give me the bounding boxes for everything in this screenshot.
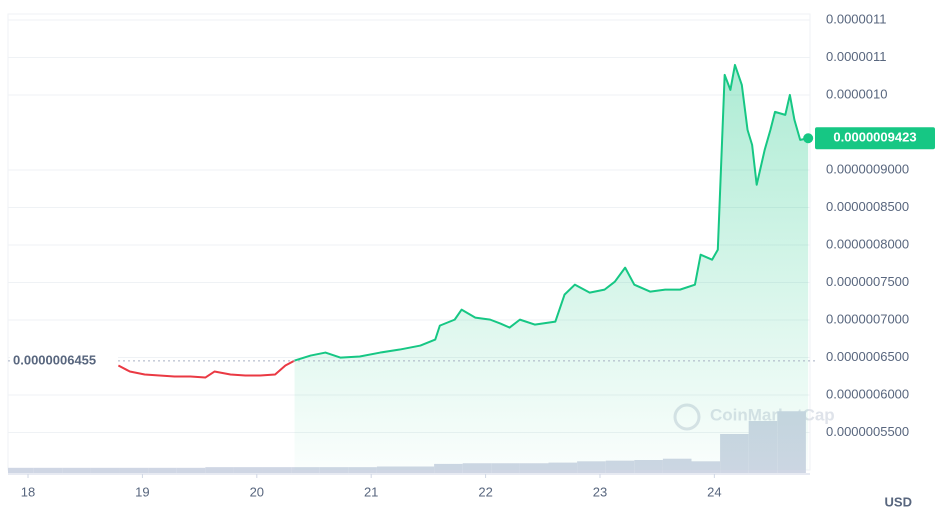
last-price-label: 0.0000009423 bbox=[833, 130, 916, 145]
x-tick-label: 18 bbox=[21, 484, 35, 499]
x-tick-label: 20 bbox=[250, 484, 264, 499]
reference-label-bg bbox=[10, 350, 118, 369]
x-tick-label: 22 bbox=[478, 484, 492, 499]
volume-bar bbox=[319, 467, 349, 473]
x-tick-label: 19 bbox=[135, 484, 149, 499]
volume-bar bbox=[90, 467, 120, 473]
price-line bbox=[294, 63, 809, 362]
volume-bar bbox=[348, 467, 377, 473]
price-line bbox=[117, 359, 296, 379]
x-tick-label: 21 bbox=[364, 484, 378, 499]
volume-bar bbox=[62, 467, 91, 473]
y-tick-label: 0.0000007500 bbox=[826, 274, 909, 289]
y-tick-label: 0.0000009000 bbox=[826, 161, 909, 176]
volume-bar bbox=[262, 467, 292, 473]
volume-bar bbox=[205, 467, 234, 473]
y-tick-label: 0.0000005500 bbox=[826, 424, 909, 439]
volume-bar bbox=[148, 467, 177, 473]
y-tick-label: 0.0000006500 bbox=[826, 349, 909, 364]
last-price-badge bbox=[815, 127, 935, 150]
volume-bar bbox=[176, 467, 206, 473]
y-tick-label: 0.0000007000 bbox=[826, 311, 909, 326]
y-tick-label: 0.0000011 bbox=[826, 49, 887, 64]
y-tick-label: 0.0000008500 bbox=[826, 199, 909, 214]
volume-bar bbox=[119, 467, 149, 473]
volume-bar bbox=[33, 467, 63, 473]
y-tick-label: 0.0000011 bbox=[826, 11, 887, 26]
y-tick-label: 0.0000006000 bbox=[826, 386, 909, 401]
reference-label: 0.0000006455 bbox=[13, 352, 96, 367]
volume-bar bbox=[291, 467, 320, 473]
currency-label: USD bbox=[885, 494, 912, 509]
x-tick-label: 24 bbox=[707, 484, 721, 499]
x-tick-label: 23 bbox=[593, 484, 607, 499]
price-area bbox=[294, 64, 809, 471]
y-tick-label: 0.0000008000 bbox=[826, 236, 909, 251]
volume-bar bbox=[8, 467, 34, 473]
y-tick-label: 0.0000010 bbox=[826, 86, 887, 101]
volume-bar bbox=[233, 467, 263, 473]
last-price-dot bbox=[803, 133, 814, 144]
